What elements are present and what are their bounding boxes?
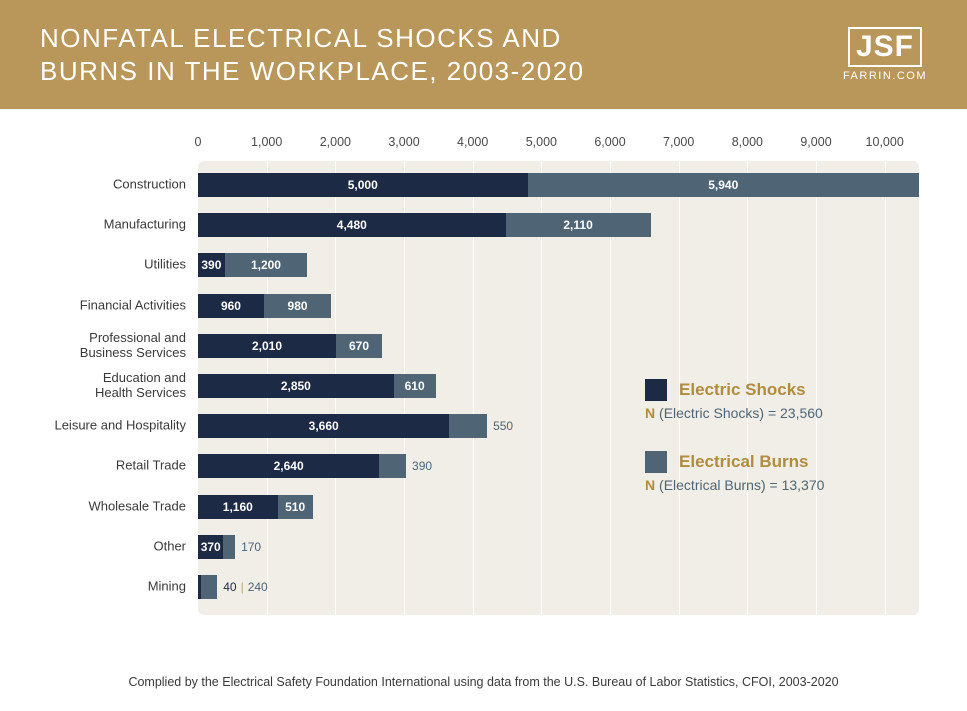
category-label: Mining [26,579,186,594]
legend-n-letter: N [645,405,655,421]
bar-track: 3901,200 [198,253,919,277]
category-label: Retail Trade [26,459,186,474]
bar-segment-shocks: 2,640 [198,454,379,478]
legend-total-burns: N (Electrical Burns) = 13,370 [645,477,824,493]
bar-segment-burns [223,535,235,559]
category-label: Education andHealth Services [26,371,186,401]
bar-row: Wholesale Trade1,160510 [198,493,919,521]
legend-label-burns: Electrical Burns [679,452,808,472]
bar-segment-shocks: 2,850 [198,374,394,398]
legend-n-letter: N [645,477,655,493]
category-label: Manufacturing [26,218,186,233]
bar-segment-burns [449,414,487,438]
bar-track: 4,4802,110 [198,213,919,237]
bar-row: Manufacturing4,4802,110 [198,211,919,239]
footer-citation: Complied by the Electrical Safety Founda… [0,675,967,711]
bar-track: 5,0005,940 [198,173,919,197]
legend-total-shocks: N (Electric Shocks) = 23,560 [645,405,824,421]
bar-segment-shocks: 2,010 [198,334,336,358]
x-tick: 1,000 [251,135,282,149]
category-label: Leisure and Hospitality [26,419,186,434]
legend-total-shocks-text: (Electric Shocks) = 23,560 [655,405,823,421]
legend-total-burns-text: (Electrical Burns) = 13,370 [655,477,824,493]
x-axis: 0 1,000 2,000 3,000 4,000 5,000 6,000 7,000 8,00… [198,135,919,157]
bar-value-outside: 170 [235,535,261,559]
bar-segment-burns: 980 [264,294,331,318]
page: NONFATAL ELECTRICAL SHOCKS AND BURNS IN … [0,0,967,701]
bar-segment-burns [379,454,406,478]
bar-track: 370 170 [198,535,919,559]
legend-label-shocks: Electric Shocks [679,380,806,400]
bar-row: Professional andBusiness Services2,01067… [198,332,919,360]
plot-area: Construction5,0005,940 Manufacturing4,480… [198,161,919,615]
bar-segment-burns [201,575,217,599]
legend-item-burns: Electrical Burns N (Electrical Burns) = … [645,451,824,493]
bar-value-outside: 550 [487,414,513,438]
chart-area: 0 1,000 2,000 3,000 4,000 5,000 6,000 7,000 8,00… [0,109,967,675]
bar-row: Financial Activities960980 [198,292,919,320]
x-tick: 5,000 [526,135,557,149]
x-tick: 7,000 [663,135,694,149]
bar-segment-burns: 5,940 [528,173,919,197]
legend-swatch-burns [645,451,667,473]
category-label: Wholesale Trade [26,499,186,514]
category-label: Financial Activities [26,298,186,313]
chart: 0 1,000 2,000 3,000 4,000 5,000 6,000 7,000 8,00… [28,135,939,675]
legend-swatch-shocks [645,379,667,401]
bar-segment-shocks: 370 [198,535,223,559]
bar-segment-burns: 2,110 [506,213,651,237]
category-label: Other [26,539,186,554]
x-tick: 0 [195,135,202,149]
x-tick: 3,000 [388,135,419,149]
bar-value-outside: 40|240 [217,575,268,599]
bar-track: 40|240 [198,575,919,599]
x-tick: 6,000 [594,135,625,149]
legend-item-shocks: Electric Shocks N (Electric Shocks) = 23… [645,379,824,421]
brand-logo: JSF FARRIN.COM [843,27,927,82]
bar-row: Mining40|240 [198,573,919,601]
bar-segment-shocks: 5,000 [198,173,528,197]
bar-track: 1,160510 [198,495,919,519]
page-title: NONFATAL ELECTRICAL SHOCKS AND BURNS IN … [40,22,585,87]
title-line-2: BURNS IN THE WORKPLACE, 2003-2020 [40,55,585,88]
brand-logo-mark: JSF [848,27,922,67]
category-label: Utilities [26,258,186,273]
bar-segment-burns: 670 [336,334,382,358]
brand-logo-sub: FARRIN.COM [843,70,927,82]
bar-track: 960980 [198,294,919,318]
category-label: Professional andBusiness Services [26,331,186,361]
x-tick: 2,000 [320,135,351,149]
bar-segment-shocks: 390 [198,253,225,277]
bar-segment-burns: 510 [278,495,313,519]
bar-track: 2,010670 [198,334,919,358]
bar-segment-shocks: 4,480 [198,213,506,237]
bar-segment-burns: 610 [394,374,436,398]
legend: Electric Shocks N (Electric Shocks) = 23… [645,379,824,493]
x-tick: 4,000 [457,135,488,149]
bar-segment-shocks: 3,660 [198,414,449,438]
bar-row: Utilities3901,200 [198,251,919,279]
category-label: Construction [26,178,186,193]
bar-segment-shocks: 1,160 [198,495,278,519]
bar-segment-burns: 1,200 [225,253,307,277]
title-line-1: NONFATAL ELECTRICAL SHOCKS AND [40,22,585,55]
bar-row: Construction5,0005,940 [198,171,919,199]
x-tick: 10,000 [866,135,904,149]
x-tick: 9,000 [800,135,831,149]
x-tick: 8,000 [732,135,763,149]
bar-row: Other370170 [198,533,919,561]
bar-value-outside: 390 [406,454,432,478]
header-bar: NONFATAL ELECTRICAL SHOCKS AND BURNS IN … [0,0,967,109]
bar-segment-shocks: 960 [198,294,264,318]
